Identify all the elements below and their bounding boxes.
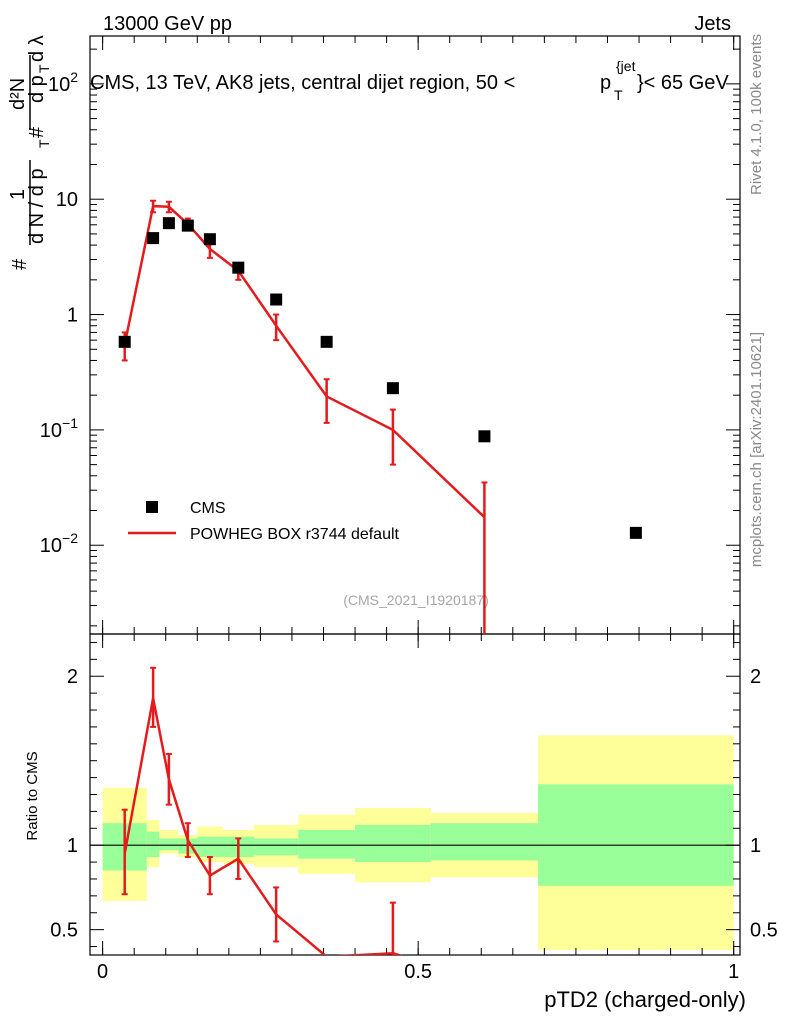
y-main-tick-exponent: −2 [62, 530, 78, 546]
cms-series-main [118, 217, 642, 539]
plot-title: CMS, 13 TeV, AK8 jets, central dijet reg… [90, 58, 729, 103]
y-main-tick-exponent: −1 [62, 415, 78, 431]
y-ratio-tick-label-left: 0.5 [50, 920, 78, 942]
title-sub-t: T [614, 87, 623, 103]
ratio-band-green [430, 823, 539, 861]
ratio-band-green [159, 838, 179, 851]
title-p: p [600, 72, 611, 94]
ylabel-dpt: d p [26, 75, 48, 103]
cms-data-point [181, 219, 194, 232]
mc-series-main [121, 199, 488, 634]
ylabel-hash-2: # [26, 126, 48, 138]
cms-data-point [162, 217, 175, 230]
ylabel-one: 1 [7, 189, 29, 200]
legend-label-cms: CMS [190, 500, 226, 517]
title-sup-jet: {jet [616, 58, 636, 74]
x-tick-label: 0.5 [404, 961, 432, 983]
ratio-band-green [254, 838, 299, 856]
cms-data-point [118, 335, 131, 348]
mc-series-ratio [121, 666, 404, 955]
ratio-band-green [538, 784, 734, 886]
header-category-label: Jets [694, 13, 731, 35]
legend-marker-cms [146, 501, 158, 513]
ylabel-sub-t-2: T [36, 64, 52, 73]
title-tail: }< 65 GeV [637, 72, 729, 94]
title-main: CMS, 13 TeV, AK8 jets, central dijet reg… [90, 72, 515, 94]
cms-data-point [386, 382, 399, 395]
y-ratio-tick-label-left: 1 [67, 835, 78, 857]
legend: CMS POWHEG BOX r3744 default [128, 500, 400, 543]
cms-data-point [270, 293, 283, 306]
ratio-band-green [298, 829, 356, 859]
y-ratio-tick-label-right: 0.5 [750, 920, 778, 942]
legend-label-powheg: POWHEG BOX r3744 default [190, 526, 400, 543]
y-ratio-tick-label-left: 2 [67, 666, 78, 688]
y-main-tick-label: 10−1 [40, 415, 78, 442]
ratio-y-axis-label: Ratio to CMS [24, 751, 41, 840]
x-tick-label: 0 [97, 961, 108, 983]
ratio-band-green [146, 831, 160, 858]
ratio-band-green [197, 836, 223, 858]
main-plot-frame [89, 35, 741, 635]
ylabel-dndpt: d N / d p [26, 168, 48, 244]
ylabel-dlambda: d λ [26, 35, 48, 62]
y-main-tick-label: 102 [48, 69, 78, 96]
x-axis-label: pTD2 (charged-only) [544, 987, 746, 1012]
main-y-axis-label: # 1 d N / d p T # d²N d p T d λ [7, 35, 52, 270]
mc-main-line [123, 204, 486, 519]
ratio-band-green [355, 824, 431, 863]
cms-data-point [478, 430, 491, 443]
y-ratio-tick-label-right: 2 [750, 666, 761, 688]
rivet-version-label: Rivet 4.1.0, 100k events [748, 34, 765, 195]
ylabel-hash-1: # [9, 258, 31, 270]
x-tick-label: 1 [728, 961, 739, 983]
ylabel-d2n: d²N [7, 78, 29, 110]
header-energy-label: 13000 GeV pp [103, 13, 232, 35]
analysis-id-label: (CMS_2021_I1920187) [343, 592, 489, 608]
y-main-tick-label: 10−2 [40, 530, 78, 557]
ratio-uncertainty-bands [102, 735, 734, 950]
cms-data-point [147, 232, 160, 245]
ylabel-sub-t-1: T [36, 139, 52, 148]
cms-data-point [232, 261, 245, 274]
cms-data-point [203, 233, 216, 246]
y-main-tick-label: 10 [56, 189, 78, 211]
mc-ratio-line [123, 697, 404, 955]
y-main-tick-label: 1 [67, 305, 78, 327]
y-ratio-tick-label-right: 1 [750, 835, 761, 857]
mcplots-site-label: mcplots.cern.ch [arXiv:2401.10621] [748, 332, 765, 567]
y-main-tick-exponent: 2 [70, 69, 78, 85]
cms-data-point [320, 335, 333, 348]
cms-data-point [629, 526, 642, 539]
